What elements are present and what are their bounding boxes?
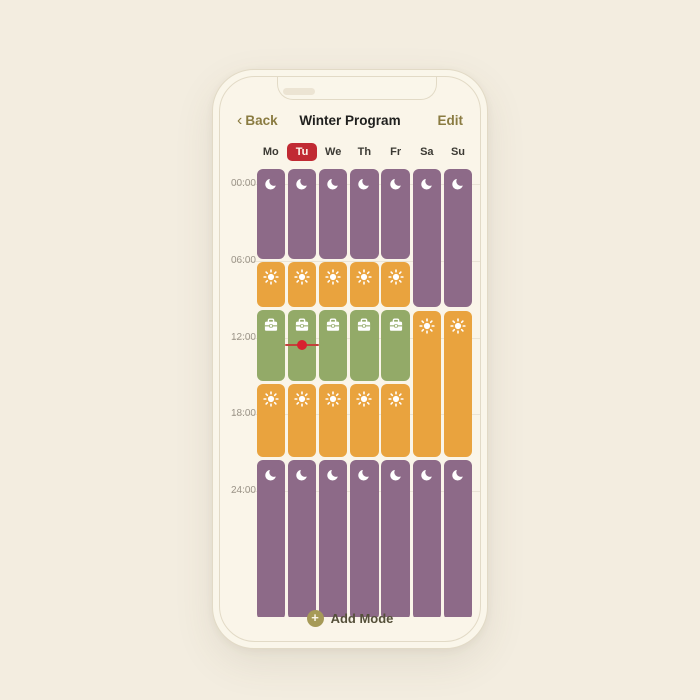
day-mode-block[interactable] — [256, 384, 286, 457]
moon-icon — [421, 467, 435, 481]
day-mode-block[interactable] — [318, 262, 348, 307]
add-mode-button[interactable]: + Add Mode — [220, 608, 480, 628]
night-mode-block[interactable] — [256, 460, 286, 617]
day-mode-block[interactable] — [381, 262, 410, 307]
day-mode-block[interactable] — [287, 384, 317, 457]
sun-icon — [387, 269, 404, 285]
moon-icon — [452, 176, 466, 190]
sun-icon — [294, 269, 310, 285]
sun-icon — [419, 318, 435, 334]
day-header-row: Mo Tu We Th Fr Sa Su — [220, 143, 480, 163]
schedule-column-we — [318, 169, 348, 617]
sun-icon — [294, 391, 310, 407]
briefcase-icon — [264, 318, 277, 331]
back-label: Back — [245, 112, 278, 128]
day-mode-block[interactable] — [287, 262, 317, 307]
schedule-column-su — [443, 169, 473, 617]
schedule-column-sa — [412, 169, 442, 617]
day-header-tu: Tu — [287, 143, 317, 161]
day-header-we: We — [325, 146, 342, 158]
plus-icon: + — [306, 609, 324, 627]
day-mode-block[interactable] — [443, 311, 473, 457]
night-mode-block[interactable] — [412, 169, 442, 307]
phone-screen: ‹ Back Winter Program Edit Mo Tu We Th Fr Sa S… — [219, 76, 481, 642]
day-mode-block[interactable] — [350, 384, 379, 457]
night-mode-block[interactable] — [381, 460, 410, 617]
day-header-sa: Sa — [420, 146, 434, 158]
sun-icon — [263, 391, 279, 407]
navigation-bar: ‹ Back Winter Program Edit — [220, 109, 480, 131]
day-mode-block[interactable] — [318, 384, 348, 457]
night-mode-block[interactable] — [287, 460, 317, 617]
day-mode-block[interactable] — [381, 384, 410, 457]
time-label: 12:00 — [230, 331, 256, 343]
day-header-su: Su — [450, 146, 466, 158]
night-mode-block[interactable] — [381, 169, 410, 259]
night-mode-block[interactable] — [350, 169, 379, 259]
sun-icon — [450, 318, 466, 334]
edit-button[interactable]: Edit — [437, 112, 464, 128]
schedule-column-th — [350, 169, 379, 617]
night-mode-block[interactable] — [318, 169, 348, 259]
briefcase-icon — [295, 318, 309, 331]
night-mode-block[interactable] — [256, 169, 286, 259]
moon-icon — [421, 176, 435, 190]
back-button[interactable]: ‹ Back — [237, 111, 278, 129]
time-label: 24:00 — [230, 485, 256, 497]
schedule-grid — [256, 169, 477, 617]
day-mode-block[interactable] — [256, 262, 286, 307]
day-header-th: Th — [357, 146, 372, 158]
night-mode-block[interactable] — [318, 460, 348, 617]
time-label: 18:00 — [230, 408, 256, 420]
back-chevron-icon: ‹ — [237, 111, 243, 129]
night-mode-block[interactable] — [350, 460, 379, 617]
moon-icon — [389, 467, 404, 481]
moon-icon — [452, 467, 466, 481]
moon-icon — [265, 176, 279, 190]
schedule-column-fr — [381, 169, 410, 617]
work-mode-block[interactable] — [318, 310, 348, 381]
day-header-fr: Fr — [390, 146, 402, 158]
moon-icon — [296, 176, 310, 190]
night-mode-block[interactable] — [443, 169, 473, 307]
phone-speaker — [283, 88, 315, 95]
schedule-column-mo — [256, 169, 286, 617]
moon-icon — [389, 176, 404, 190]
moon-icon — [265, 467, 279, 481]
sun-icon — [356, 269, 373, 285]
briefcase-icon — [389, 318, 402, 331]
night-mode-block[interactable] — [287, 169, 317, 259]
phone-frame: ‹ Back Winter Program Edit Mo Tu We Th Fr Sa S… — [212, 69, 488, 649]
moon-icon — [358, 467, 372, 481]
day-mode-block[interactable] — [412, 311, 442, 457]
sun-icon — [325, 391, 341, 407]
sun-icon — [387, 391, 404, 407]
day-header-mo: Mo — [262, 146, 279, 158]
work-mode-block[interactable] — [350, 310, 379, 381]
time-label: 00:00 — [230, 178, 256, 189]
sun-icon — [356, 391, 373, 407]
day-mode-block[interactable] — [350, 262, 379, 307]
moon-icon — [327, 176, 341, 190]
schedule-column-tu — [287, 169, 317, 617]
briefcase-icon — [358, 318, 371, 331]
briefcase-icon — [327, 318, 340, 331]
moon-icon — [296, 467, 310, 481]
work-mode-block[interactable] — [256, 310, 286, 381]
now-indicator-dot[interactable] — [297, 340, 307, 350]
night-mode-block[interactable] — [443, 460, 473, 617]
sun-icon — [263, 269, 279, 285]
add-mode-label: Add Mode — [330, 610, 394, 626]
hour-gridline — [232, 260, 480, 262]
time-label: 06:00 — [230, 254, 256, 266]
sun-icon — [325, 269, 341, 285]
night-mode-block[interactable] — [412, 460, 442, 617]
moon-icon — [327, 467, 341, 481]
work-mode-block[interactable] — [381, 310, 410, 381]
moon-icon — [358, 176, 372, 190]
